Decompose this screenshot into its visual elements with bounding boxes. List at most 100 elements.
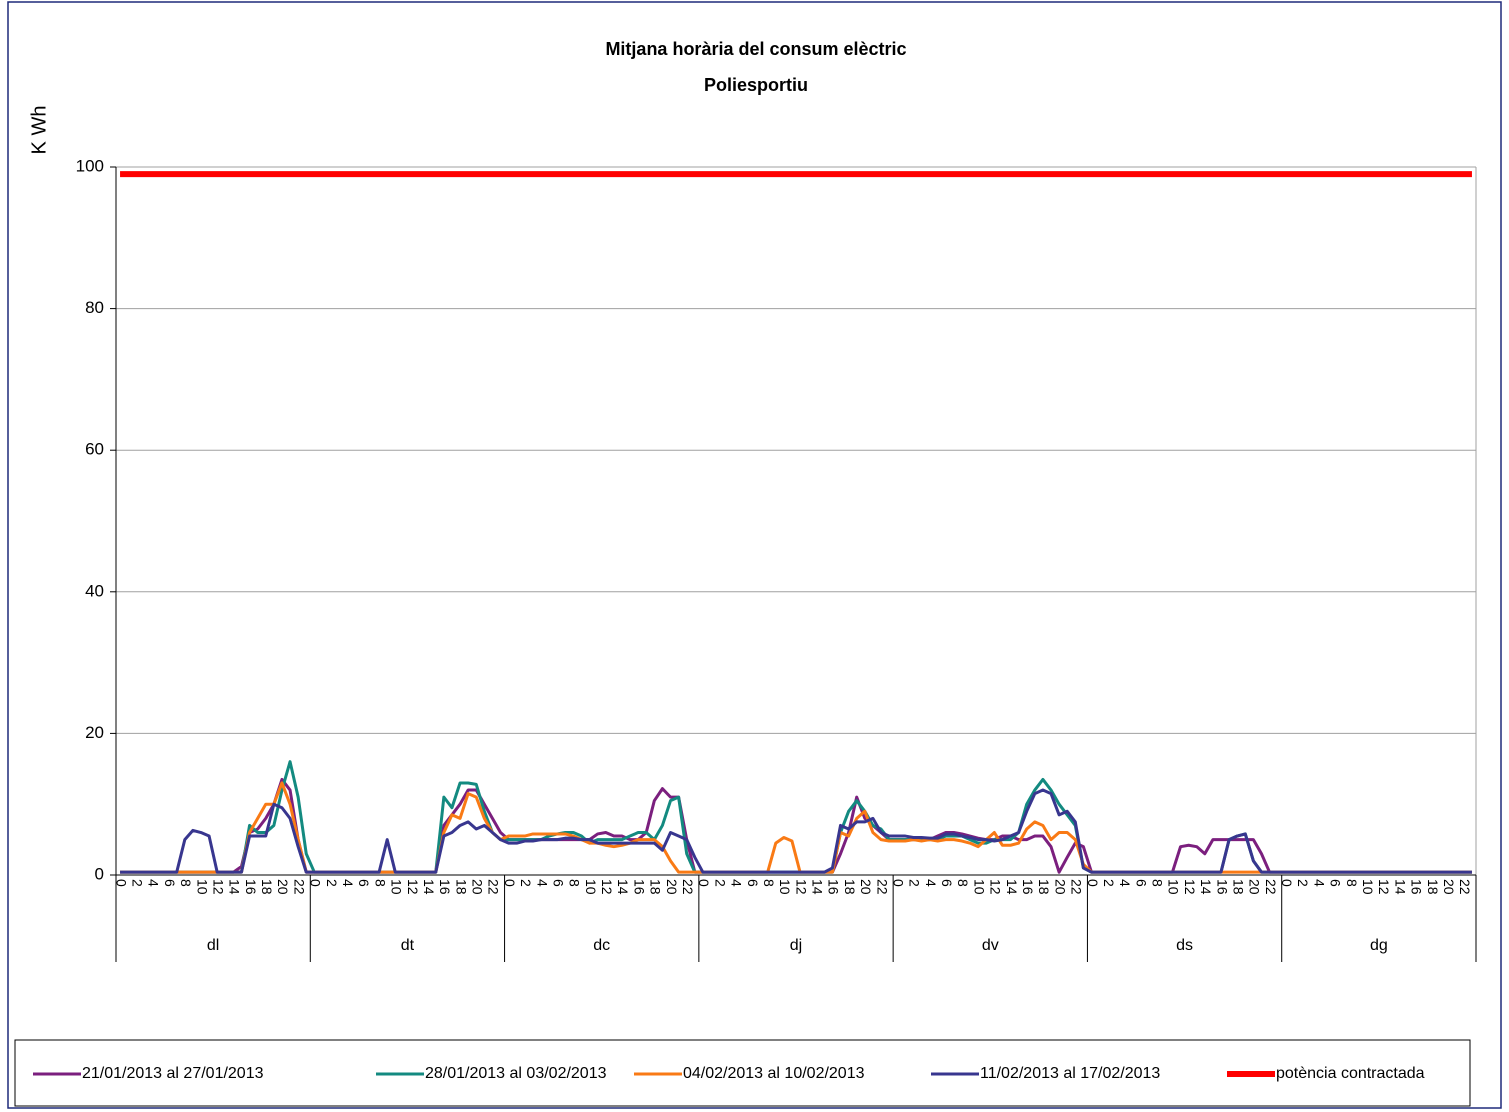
x-tick-label: 20	[470, 879, 486, 895]
x-tick-label: 2	[324, 879, 340, 887]
x-tick-label: 14	[1392, 879, 1408, 895]
legend-label: 21/01/2013 al 27/01/2013	[82, 1065, 264, 1082]
x-tick-label: 0	[696, 879, 712, 887]
y-tick-label: 80	[85, 298, 104, 317]
x-tick-label: 2	[1295, 879, 1311, 887]
x-tick-label: 18	[259, 879, 275, 895]
x-tick-label: 12	[1376, 879, 1392, 895]
x-tick-label: 14	[615, 879, 631, 895]
x-tick-label: 12	[405, 879, 421, 895]
x-tick-label: 16	[437, 879, 453, 895]
chart-subtitle: Poliesportiu	[704, 75, 808, 95]
x-tick-label: 10	[194, 879, 210, 895]
legend-label: 28/01/2013 al 03/02/2013	[425, 1065, 607, 1082]
x-tick-label: 16	[1214, 879, 1230, 895]
x-tick-label: 6	[550, 879, 566, 887]
x-tick-label: 20	[1052, 879, 1068, 895]
x-tick-label: 4	[729, 879, 745, 887]
x-tick-label: 0	[1279, 879, 1295, 887]
x-tick-label: 16	[1020, 879, 1036, 895]
x-tick-label: 12	[599, 879, 615, 895]
x-tick-label: 12	[793, 879, 809, 895]
x-tick-label: 4	[1311, 879, 1327, 887]
x-tick-label: 18	[1036, 879, 1052, 895]
y-tick-label: 0	[95, 864, 104, 883]
x-tick-label: 20	[858, 879, 874, 895]
x-tick-label: 22	[291, 879, 307, 895]
legend-label: 11/02/2013 al 17/02/2013	[980, 1065, 1160, 1082]
y-tick-label: 60	[85, 440, 104, 459]
x-tick-label: 18	[453, 879, 469, 895]
x-tick-label: 0	[113, 879, 129, 887]
x-tick-label: 14	[421, 879, 437, 895]
x-tick-label: 0	[1085, 879, 1101, 887]
x-tick-label: 0	[890, 879, 906, 887]
legend-label: potència contractada	[1276, 1065, 1425, 1082]
x-tick-label: 18	[842, 879, 858, 895]
x-tick-label: 14	[810, 879, 826, 895]
x-tick-label: 14	[1004, 879, 1020, 895]
x-tick-label: 22	[874, 879, 890, 895]
x-tick-label: 20	[1247, 879, 1263, 895]
x-tick-label: 4	[340, 879, 356, 887]
x-tick-label: 2	[712, 879, 728, 887]
x-tick-label: 8	[372, 879, 388, 887]
x-tick-label: 22	[486, 879, 502, 895]
group-label: ds	[1176, 937, 1193, 954]
x-tick-label: 16	[1409, 879, 1425, 895]
x-tick-label: 10	[971, 879, 987, 895]
x-tick-label: 8	[1344, 879, 1360, 887]
y-tick-label: 100	[76, 156, 104, 175]
x-tick-label: 2	[907, 879, 923, 887]
x-tick-label: 2	[130, 879, 146, 887]
x-tick-label: 18	[648, 879, 664, 895]
x-tick-label: 22	[1457, 879, 1473, 895]
legend-label: 04/02/2013 al 10/02/2013	[683, 1065, 865, 1082]
x-tick-label: 8	[567, 879, 583, 887]
x-tick-label: 10	[1166, 879, 1182, 895]
series-line	[120, 788, 1472, 874]
x-tick-label: 6	[162, 879, 178, 887]
group-label: dv	[982, 937, 999, 954]
x-tick-label: 20	[275, 879, 291, 895]
group-label: dc	[593, 937, 610, 954]
x-tick-label: 20	[664, 879, 680, 895]
x-tick-label: 10	[1360, 879, 1376, 895]
y-tick-label: 40	[85, 581, 104, 600]
group-label: dg	[1370, 937, 1388, 954]
x-tick-label: 8	[1150, 879, 1166, 887]
x-tick-label: 16	[631, 879, 647, 895]
legend-box	[14, 1039, 1471, 1107]
x-tick-label: 4	[1117, 879, 1133, 887]
x-tick-label: 6	[745, 879, 761, 887]
x-tick-label: 16	[243, 879, 259, 895]
x-tick-label: 22	[1263, 879, 1279, 895]
group-label: dt	[401, 937, 415, 954]
x-tick-label: 10	[389, 879, 405, 895]
x-tick-label: 0	[502, 879, 518, 887]
chart-title: Mitjana horària del consum elèctric	[605, 39, 906, 59]
x-tick-label: 6	[939, 879, 955, 887]
x-tick-label: 16	[826, 879, 842, 895]
x-tick-label: 6	[1133, 879, 1149, 887]
x-tick-label: 10	[777, 879, 793, 895]
x-tick-label: 6	[1328, 879, 1344, 887]
x-tick-label: 2	[518, 879, 534, 887]
x-tick-label: 18	[1425, 879, 1441, 895]
x-tick-label: 2	[1101, 879, 1117, 887]
x-tick-label: 12	[1182, 879, 1198, 895]
x-tick-label: 6	[356, 879, 372, 887]
x-tick-label: 12	[210, 879, 226, 895]
chart-frame	[7, 1, 1502, 1109]
x-tick-label: 4	[923, 879, 939, 887]
x-tick-label: 22	[680, 879, 696, 895]
x-tick-label: 8	[761, 879, 777, 887]
y-axis-label: K Wh	[28, 106, 50, 155]
x-tick-label: 14	[227, 879, 243, 895]
x-tick-label: 8	[178, 879, 194, 887]
x-tick-label: 4	[146, 879, 162, 887]
x-tick-label: 4	[534, 879, 550, 887]
group-label: dl	[207, 937, 219, 954]
